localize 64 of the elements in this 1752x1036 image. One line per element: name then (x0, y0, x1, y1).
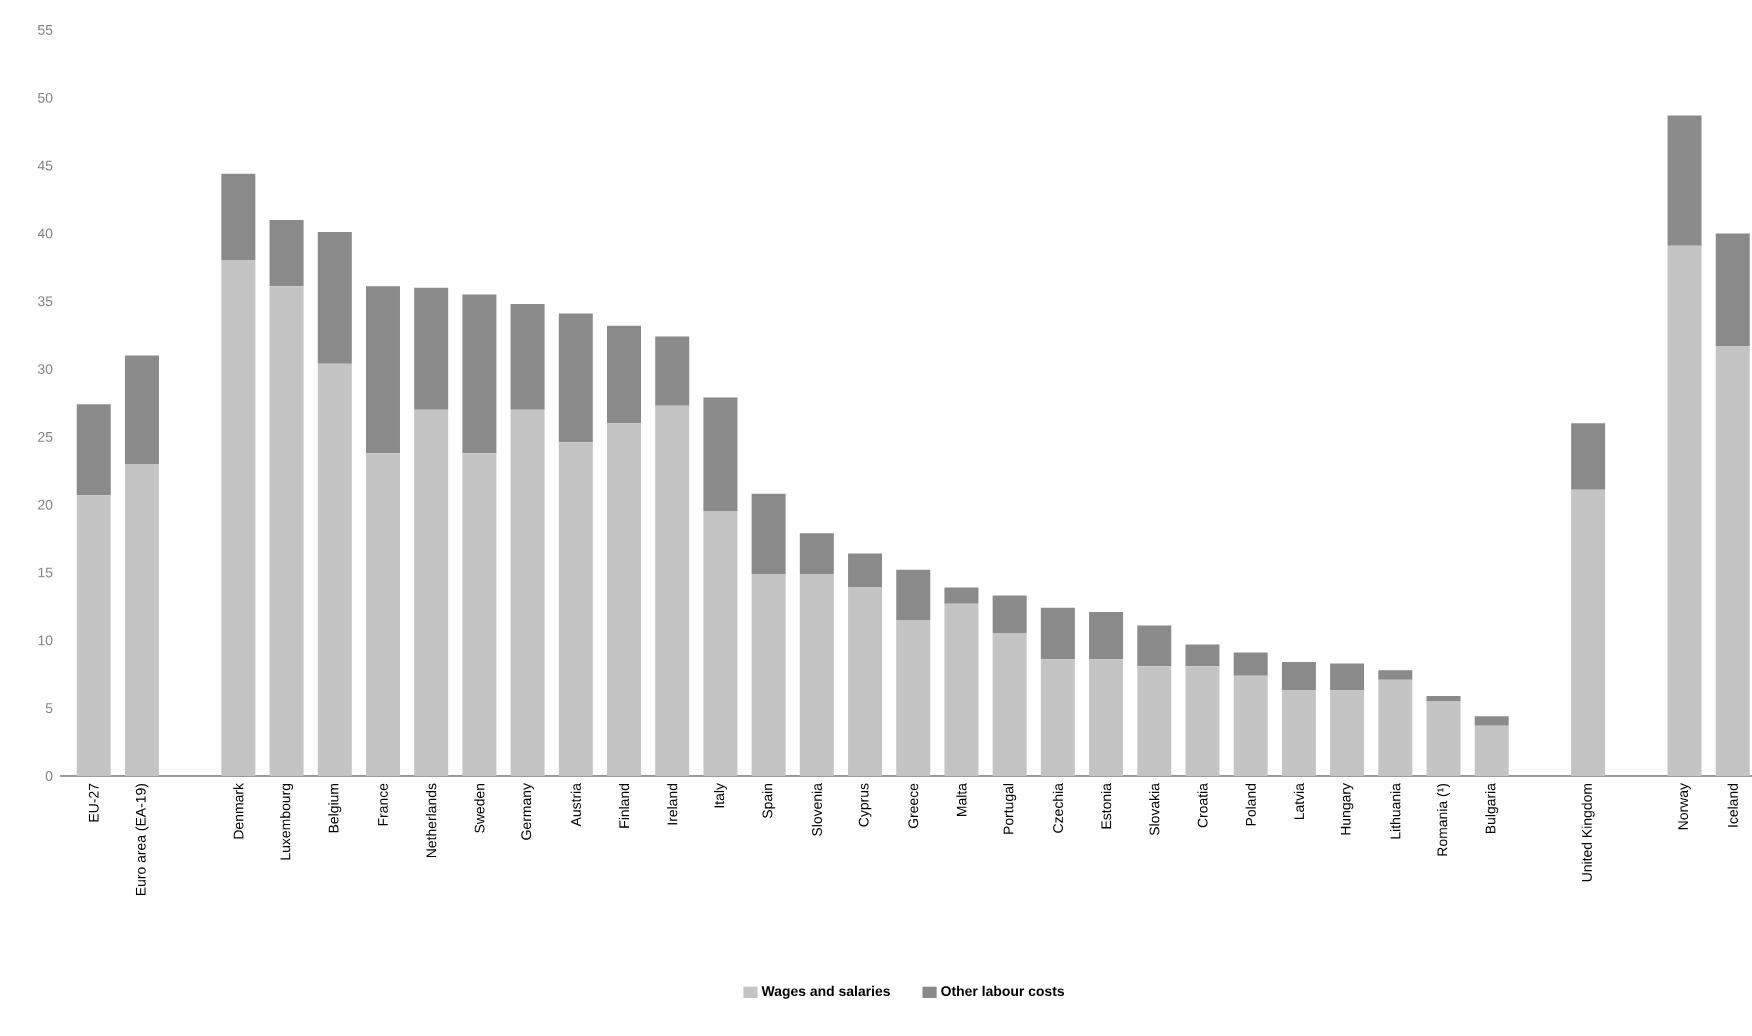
bar (365, 286, 400, 454)
bar (317, 232, 352, 364)
bar (944, 587, 979, 604)
bar (1185, 644, 1220, 667)
bar (896, 569, 931, 621)
bar (76, 495, 111, 776)
bar (221, 173, 256, 261)
bar (1040, 607, 1075, 660)
bar (655, 405, 690, 776)
bar (269, 286, 304, 776)
bar (317, 363, 352, 776)
bar (896, 620, 931, 776)
bar (1330, 663, 1365, 691)
bar (1137, 625, 1172, 667)
bar (1089, 659, 1124, 776)
bar (1667, 245, 1702, 776)
bar (365, 453, 400, 776)
bar (1233, 675, 1268, 776)
bar (703, 397, 738, 512)
bar (799, 573, 834, 776)
bar (510, 409, 545, 776)
bar (1474, 716, 1509, 726)
bar (462, 453, 497, 776)
bar (751, 573, 786, 776)
bar (655, 336, 690, 406)
bar (1715, 346, 1750, 776)
bar (1426, 695, 1461, 702)
bar (1281, 662, 1316, 691)
bar (607, 423, 642, 776)
bar (1474, 725, 1509, 776)
bar (848, 553, 883, 588)
bar (992, 633, 1027, 776)
bar (414, 287, 449, 410)
bar (944, 603, 979, 776)
bar (1330, 690, 1365, 776)
bar (1378, 670, 1413, 680)
bar (1571, 423, 1606, 490)
bar (992, 595, 1027, 634)
bar (1137, 666, 1172, 776)
bar (221, 260, 256, 776)
bar (1571, 489, 1606, 776)
bar (558, 313, 593, 443)
bar (703, 511, 738, 776)
bar (1281, 690, 1316, 776)
bar (1089, 611, 1124, 660)
bar (76, 404, 111, 496)
bar (1715, 233, 1750, 347)
bar (1667, 115, 1702, 246)
bar (751, 493, 786, 574)
bar (1378, 679, 1413, 776)
bar (1185, 666, 1220, 776)
bar (558, 442, 593, 776)
bar (269, 219, 304, 287)
bar (799, 533, 834, 574)
bar (124, 464, 159, 776)
bar (462, 294, 497, 454)
bar (1040, 659, 1075, 776)
bar (848, 587, 883, 776)
bar (1233, 652, 1268, 676)
bar (124, 355, 159, 465)
bar (414, 409, 449, 776)
bar (1426, 701, 1461, 776)
bar (510, 303, 545, 410)
bar (607, 325, 642, 424)
